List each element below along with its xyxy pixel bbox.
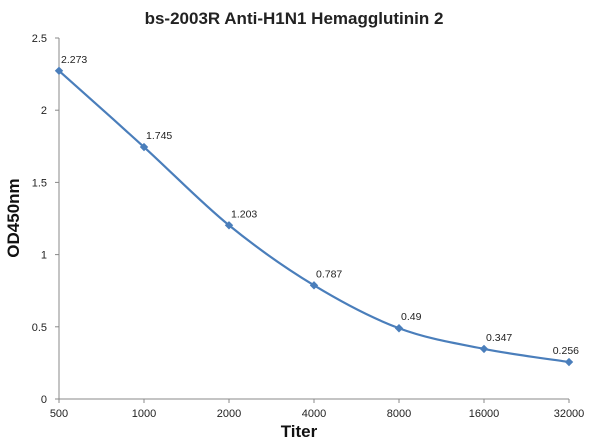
y-tick-label: 2.5 [32,33,47,45]
x-tick-label: 4000 [302,408,326,420]
data-label: 0.347 [486,332,512,344]
x-tick-label: 16000 [469,408,500,420]
data-points [54,66,574,367]
data-point [139,142,149,152]
data-point [54,66,64,75]
data-label: 0.49 [401,311,422,323]
data-label: 0.787 [316,268,342,280]
data-point [224,221,234,230]
y-tick-label: 2 [41,105,47,117]
y-tick-label: 0.5 [32,322,47,334]
y-tick-label: 0 [41,394,47,406]
data-labels: 2.273 1.745 1.203 0.787 0.49 0.347 0.256 [61,54,579,357]
series-line [58,69,570,364]
x-tick-label: 8000 [387,408,411,420]
data-label: 1.745 [146,130,172,142]
data-label: 1.203 [231,208,257,220]
data-label: 2.273 [61,54,87,66]
x-axis-label: Titer [281,422,318,441]
x-axis-ticks: 500 1000 2000 4000 8000 16000 32000 [50,399,584,420]
x-tick-label: 2000 [217,408,241,420]
x-tick-label: 1000 [132,408,156,420]
y-axis-label: OD450nm [4,178,23,257]
x-tick-label: 500 [50,408,68,420]
y-axis-ticks: 0 0.5 1 1.5 2 2.5 [32,33,59,406]
data-point [479,344,489,354]
data-label: 0.256 [553,345,579,357]
y-tick-label: 1 [41,250,47,262]
y-tick-label: 1.5 [32,177,47,189]
chart-title: bs-2003R Anti-H1N1 Hemagglutinin 2 [145,9,444,28]
data-point [309,281,319,290]
x-tick-label: 32000 [554,408,585,420]
data-point [394,324,404,333]
data-point [564,357,574,367]
